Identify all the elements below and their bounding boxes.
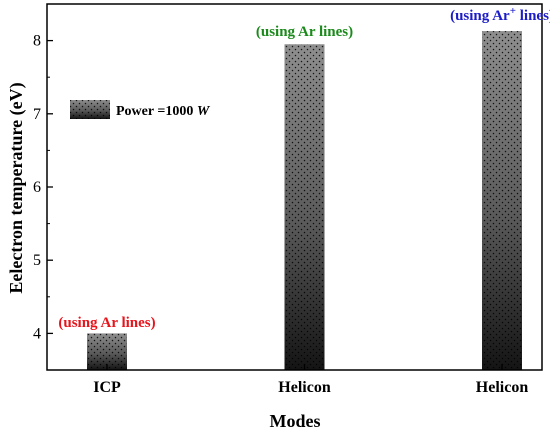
annotation-bar-2: (using Ar lines) xyxy=(256,24,353,40)
bar-1-texture xyxy=(87,333,127,370)
bars-layer xyxy=(87,31,522,371)
x-ticks: ICP Helicon Helicon xyxy=(93,364,528,396)
x-tick-label: Helicon xyxy=(278,379,331,396)
x-axis-title: Modes xyxy=(270,411,321,431)
x-tick-label: ICP xyxy=(93,379,121,396)
y-tick-label: 6 xyxy=(33,179,41,196)
annotation-bar-1: (using Ar lines) xyxy=(58,315,155,331)
bar-3-texture xyxy=(482,31,522,371)
annotation-bar-3: (using Ar+ lines) xyxy=(450,5,550,24)
legend-swatch-dots xyxy=(70,100,110,119)
y-tick-label: 7 xyxy=(33,106,41,123)
bar-2-texture xyxy=(284,44,325,370)
bar-annotations: (using Ar lines) (using Ar lines) (using A… xyxy=(58,5,550,331)
y-ticks: 4 5 6 7 8 xyxy=(33,33,53,342)
y-tick-label: 8 xyxy=(33,33,41,50)
y-tick-label: 5 xyxy=(33,252,41,269)
legend: Power =1000 W xyxy=(70,100,211,119)
legend-label: Power =1000 W xyxy=(116,104,211,119)
y-axis-title: Eelectron temperature (eV) xyxy=(6,82,27,293)
y-tick-label: 4 xyxy=(33,325,41,342)
x-tick-label: Helicon xyxy=(476,379,529,396)
